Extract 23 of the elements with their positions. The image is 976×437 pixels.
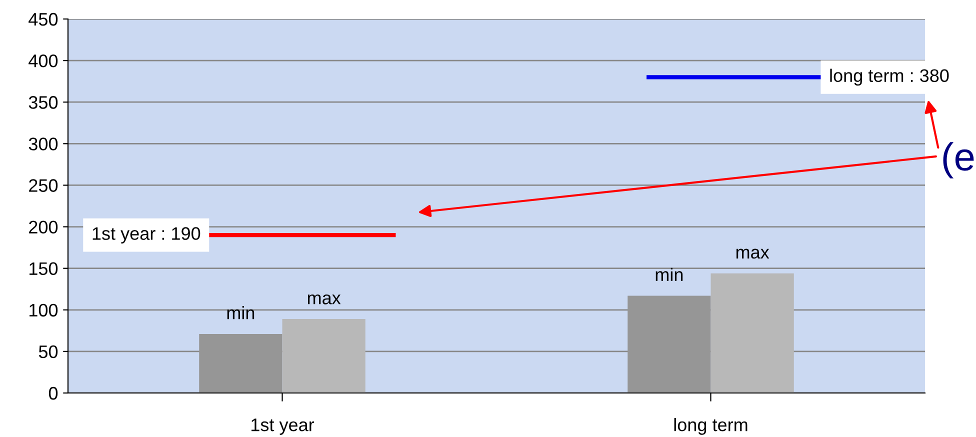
ref-line-label: long term : 380 — [830, 68, 949, 86]
y-tick-label: 100 — [30, 304, 58, 317]
text: min — [656, 268, 683, 281]
x-tick-label: long term — [674, 418, 748, 435]
bar — [710, 273, 794, 393]
bar — [199, 334, 282, 393]
y-tick-label: 350 — [28, 96, 58, 109]
text: (e — [943, 142, 974, 178]
y-tick-label: 250 — [29, 179, 58, 192]
y-tick-label: 300 — [28, 138, 58, 150]
bar — [282, 319, 366, 393]
y-tick-label: 50 — [38, 345, 58, 358]
y-tick-label: 0 — [48, 386, 58, 400]
text: max — [736, 248, 770, 259]
series-label: min — [227, 306, 254, 320]
x-tick-label: 1st year — [252, 418, 314, 435]
series-label: max — [308, 294, 341, 304]
y-tick-label: 450 — [28, 12, 58, 26]
y-tick-label: 150 — [30, 262, 58, 276]
ref-line-label: 1st year : 190 — [92, 227, 200, 244]
y-tick-label: 400 — [28, 54, 58, 68]
bar — [628, 296, 711, 393]
y-tick-label: 200 — [29, 220, 58, 234]
